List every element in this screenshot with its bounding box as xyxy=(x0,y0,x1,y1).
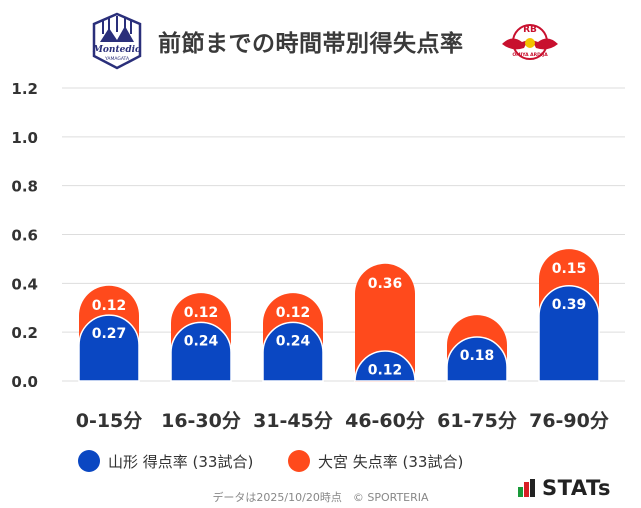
data-label-away: 0.15 xyxy=(552,261,587,277)
logo-right-text: RB xyxy=(523,25,537,35)
y-tick-label: 0.2 xyxy=(11,324,38,342)
page-title: 前節までの時間帯別得失点率 xyxy=(158,31,464,57)
y-tick-label: 0.6 xyxy=(11,227,38,245)
bar-home xyxy=(78,314,140,382)
x-tick-label: 61-75分 xyxy=(437,410,517,432)
data-label-away: 0.12 xyxy=(276,305,311,321)
gridlines xyxy=(62,87,625,382)
bar-home xyxy=(262,321,324,382)
y-axis-ticks: 0.0 0.2 0.4 0.6 0.8 1.0 1.2 xyxy=(11,80,38,391)
montedio-yamagata-logo: Montedio YAMAGATA xyxy=(92,12,142,74)
y-tick-label: 1.2 xyxy=(11,80,38,98)
x-tick-label: 31-45分 xyxy=(253,410,333,432)
stats-logo: STATs xyxy=(517,476,611,500)
data-label-away: 0.36 xyxy=(368,276,403,292)
bars: 0.27 0.12 0.24 0.12 0.24 0.12 0.12 0.36 0.18 0.39… xyxy=(78,249,600,382)
chart-header: Montedio YAMAGATA 前節までの時間帯別得失点率 RB OMIYA… xyxy=(0,0,641,78)
data-label-home: 0.12 xyxy=(368,363,403,379)
bar-home xyxy=(538,285,600,382)
stats-brand-text: STATs xyxy=(542,476,611,500)
logo-right-sub: OMIYA ARDIJA xyxy=(512,52,548,58)
legend-item-away: 大宮 失点率 (33試合) xyxy=(288,450,463,472)
data-label-home: 0.27 xyxy=(92,326,127,342)
legend-swatch-home xyxy=(78,450,100,472)
legend-label-away: 大宮 失点率 (33試合) xyxy=(318,452,464,471)
x-tick-label: 0-15分 xyxy=(76,410,143,432)
logo-left-sub: YAMAGATA xyxy=(104,56,130,62)
stats-bars-icon xyxy=(518,479,535,497)
data-label-home: 0.24 xyxy=(276,333,311,349)
logo-left-text: Montedio xyxy=(92,45,141,55)
x-tick-label: 46-60分 xyxy=(345,410,425,432)
x-tick-label: 16-30分 xyxy=(161,410,241,432)
bar-home xyxy=(170,321,232,382)
data-label-home: 0.24 xyxy=(184,333,219,349)
rb-omiya-ardija-logo: RB OMIYA ARDIJA xyxy=(498,18,562,66)
data-label-away: 0.12 xyxy=(184,305,219,321)
data-label-away: 0.12 xyxy=(92,298,127,314)
x-tick-label: 76-90分 xyxy=(529,410,609,432)
legend-item-home: 山形 得点率 (33試合) xyxy=(78,450,253,472)
x-axis-ticks: 0-15分 16-30分 31-45分 46-60分 61-75分 76-90分 xyxy=(76,410,609,432)
y-tick-label: 0.8 xyxy=(11,178,38,196)
legend-swatch-away xyxy=(288,450,310,472)
bar-home xyxy=(446,336,508,382)
bar-away xyxy=(355,263,415,382)
stacked-bar-chart: 0.00.20.40.60.81.01.2 0.270.120.240.120.… xyxy=(11,80,625,432)
y-tick-label: 0.0 xyxy=(11,373,38,391)
footer-note: データは2025/10/20時点 © SPORTERIA xyxy=(212,491,429,504)
data-label-home: 0.39 xyxy=(552,297,587,313)
bar-home xyxy=(354,350,416,382)
data-label-home: 0.18 xyxy=(460,348,495,364)
y-tick-label: 0.4 xyxy=(11,275,38,293)
y-tick-label: 1.0 xyxy=(11,129,38,147)
legend-label-home: 山形 得点率 (33試合) xyxy=(108,452,254,471)
